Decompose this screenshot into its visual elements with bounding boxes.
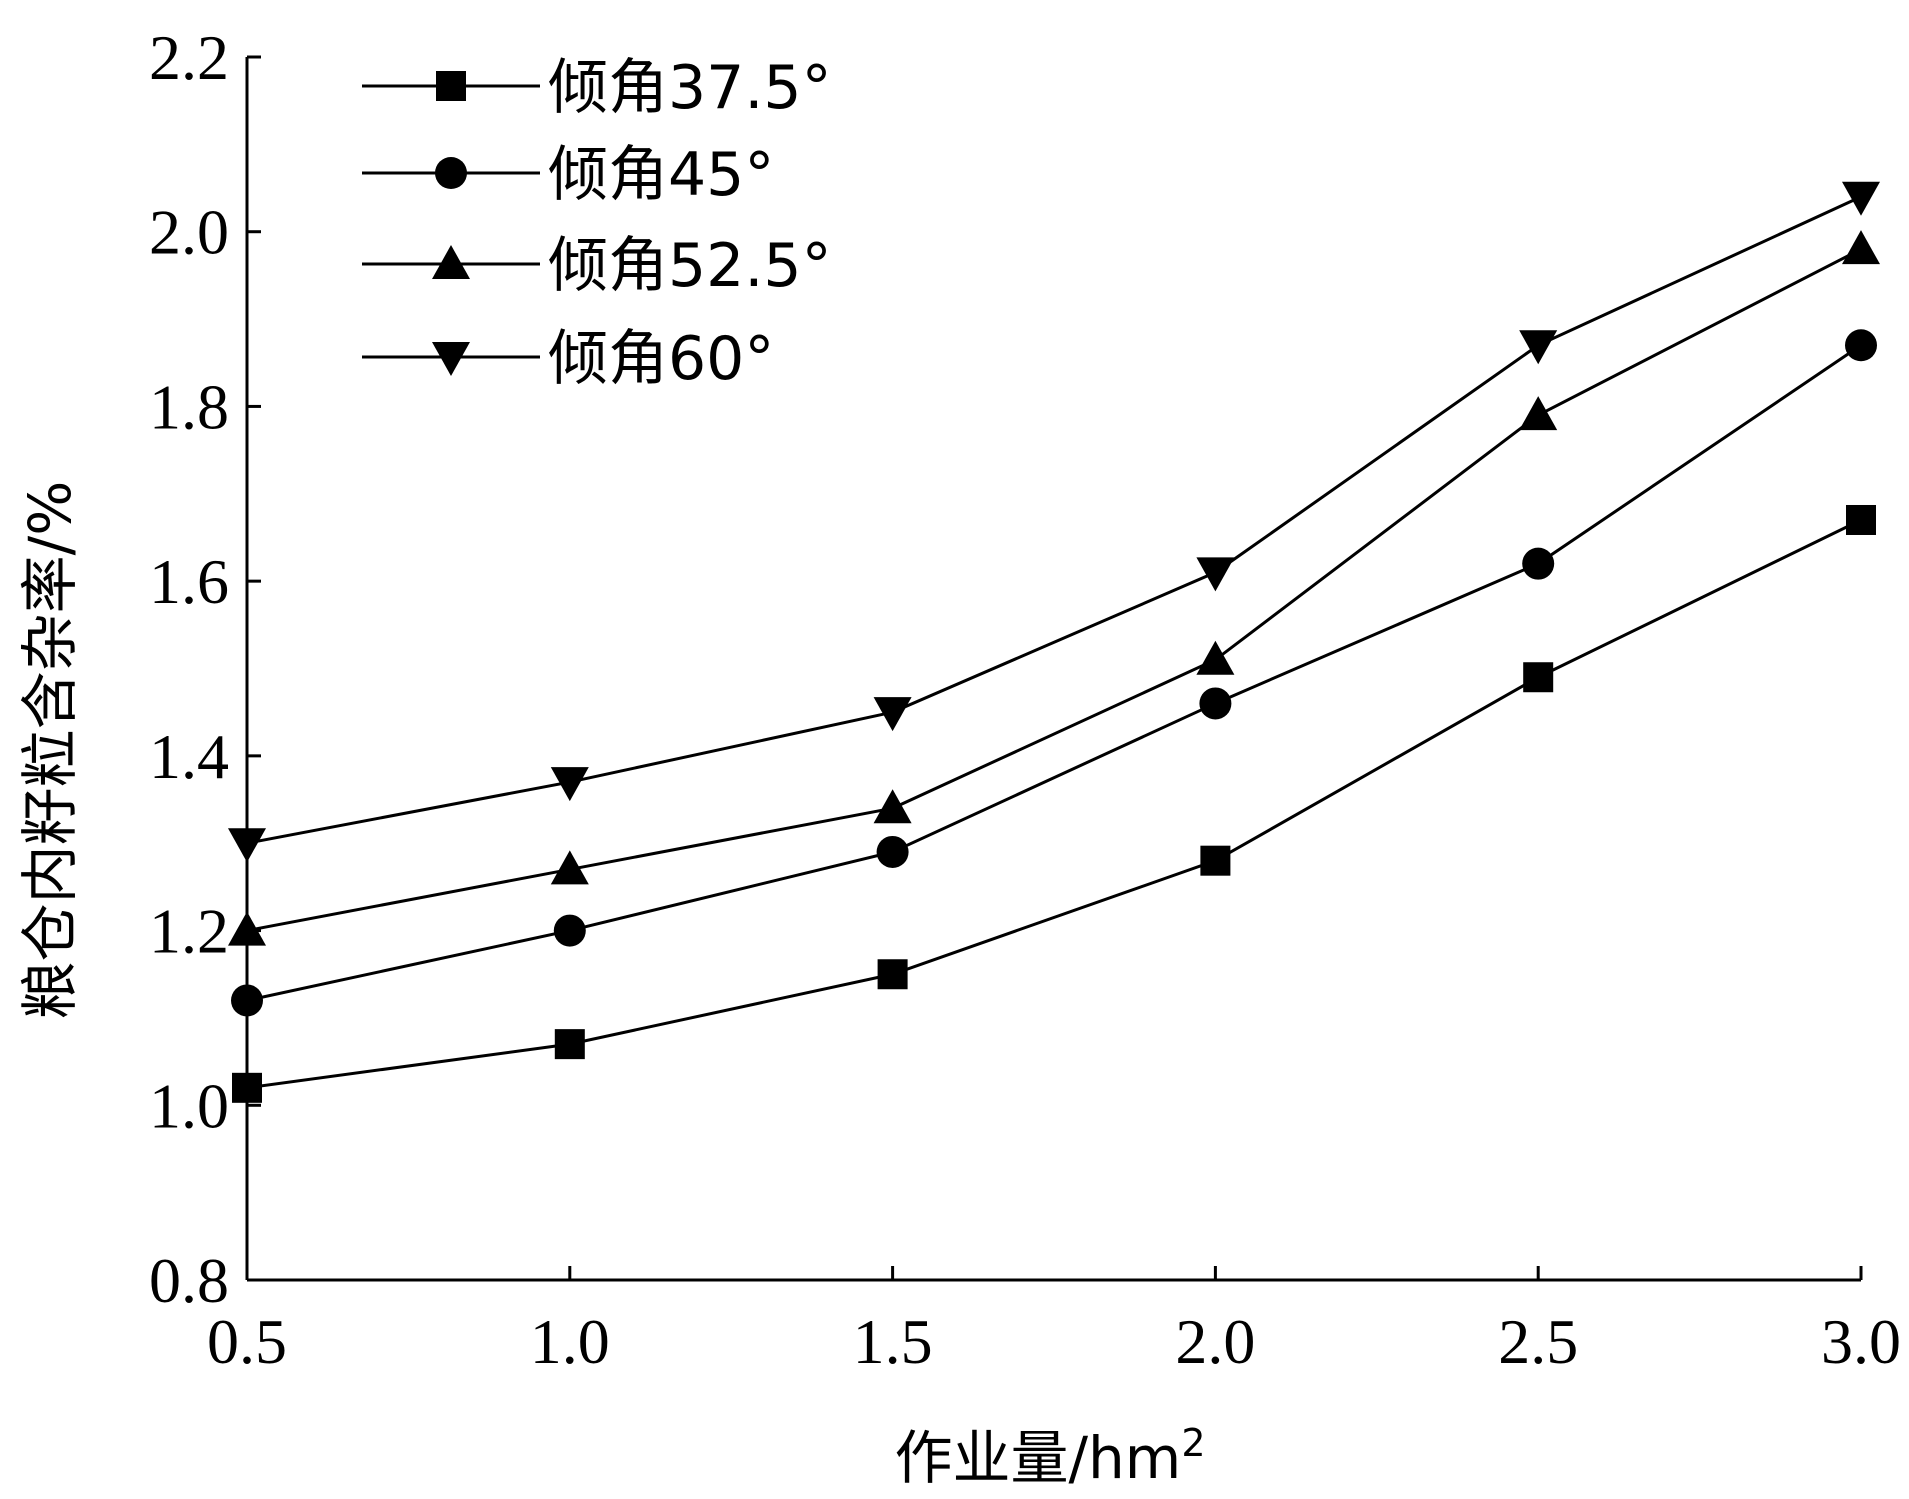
data-point-triangle-up: [1519, 396, 1558, 431]
y-tick-label: 1.0: [149, 1070, 229, 1141]
legend: 倾角37.5° 倾角45° 倾角52.5° 倾角60°: [362, 53, 832, 394]
x-axis-title: 作业量/hm2: [895, 1421, 1206, 1492]
series-circle: [231, 329, 1877, 1017]
series-triangle-down: [228, 181, 1880, 863]
data-point-circle: [1845, 329, 1877, 362]
series-line: [246, 344, 1862, 1002]
legend-label: 倾角52.5°: [548, 231, 832, 301]
legend-item: 倾角45°: [362, 140, 774, 210]
y-tick-label: 1.8: [149, 371, 229, 442]
x-axis-title-text: 作业量/hm: [895, 1424, 1182, 1492]
legend-item: 倾角52.5°: [362, 231, 832, 301]
y-tick-label: 1.6: [149, 546, 229, 617]
data-point-square: [554, 1029, 585, 1060]
legend-marker-triangle-down: [432, 342, 470, 376]
data-point-triangle-down: [1842, 181, 1880, 216]
x-axis-title-superscript: 2: [1181, 1421, 1205, 1465]
data-point-square: [1523, 662, 1554, 693]
data-point-square: [1846, 504, 1876, 535]
x-tick-label: 2.5: [1498, 1306, 1578, 1377]
data-point-circle: [553, 914, 586, 947]
data-point-triangle-up: [1196, 640, 1235, 675]
x-axis: 0.5 1.0 1.5 2.0 2.5 3.0: [207, 1266, 1901, 1377]
x-tick-label: 2.0: [1175, 1306, 1255, 1377]
data-point-triangle-down: [1519, 330, 1558, 365]
series-line: [246, 195, 1862, 845]
data-point-square: [877, 959, 908, 990]
series-line: [246, 247, 1862, 933]
y-axis: 0.8 1.0 1.2 1.4 1.6 1.8 2.0 2.2: [149, 22, 261, 1316]
legend-marker-square: [436, 71, 466, 101]
data-point-triangle-up: [550, 850, 589, 885]
legend-label: 倾角45°: [548, 140, 774, 210]
data-point-circle: [876, 835, 909, 868]
x-tick-label: 3.0: [1821, 1306, 1901, 1377]
legend-label: 倾角37.5°: [548, 53, 832, 123]
y-axis-title: 粮仓内籽粒含杂率/%: [16, 481, 84, 1020]
series-group: [228, 181, 1880, 1103]
x-tick-label: 1.0: [530, 1306, 610, 1377]
series-line: [246, 518, 1862, 1090]
y-tick-label: 0.8: [149, 1245, 229, 1316]
data-point-circle: [1522, 547, 1555, 580]
series-triangle-up: [228, 230, 1880, 946]
data-point-triangle-down: [873, 697, 912, 732]
legend-item: 倾角37.5°: [362, 53, 832, 123]
data-point-triangle-up: [1842, 230, 1880, 265]
data-point-triangle-up: [873, 789, 912, 824]
legend-marker-triangle-up: [432, 245, 470, 279]
y-tick-label: 1.4: [149, 721, 229, 792]
series-square: [232, 504, 1876, 1103]
data-point-square: [1200, 845, 1231, 876]
legend-item: 倾角60°: [362, 324, 774, 394]
legend-marker-circle: [435, 157, 467, 189]
x-tick-label: 1.5: [853, 1306, 933, 1377]
y-tick-label: 1.2: [149, 896, 229, 967]
legend-label: 倾角60°: [548, 324, 774, 394]
y-tick-label: 2.2: [149, 22, 229, 93]
data-point-circle: [1199, 687, 1232, 720]
data-point-triangle-down: [1196, 557, 1235, 592]
x-tick-label: 0.5: [207, 1306, 287, 1377]
data-point-triangle-down: [550, 767, 589, 802]
y-tick-label: 2.0: [149, 197, 229, 268]
